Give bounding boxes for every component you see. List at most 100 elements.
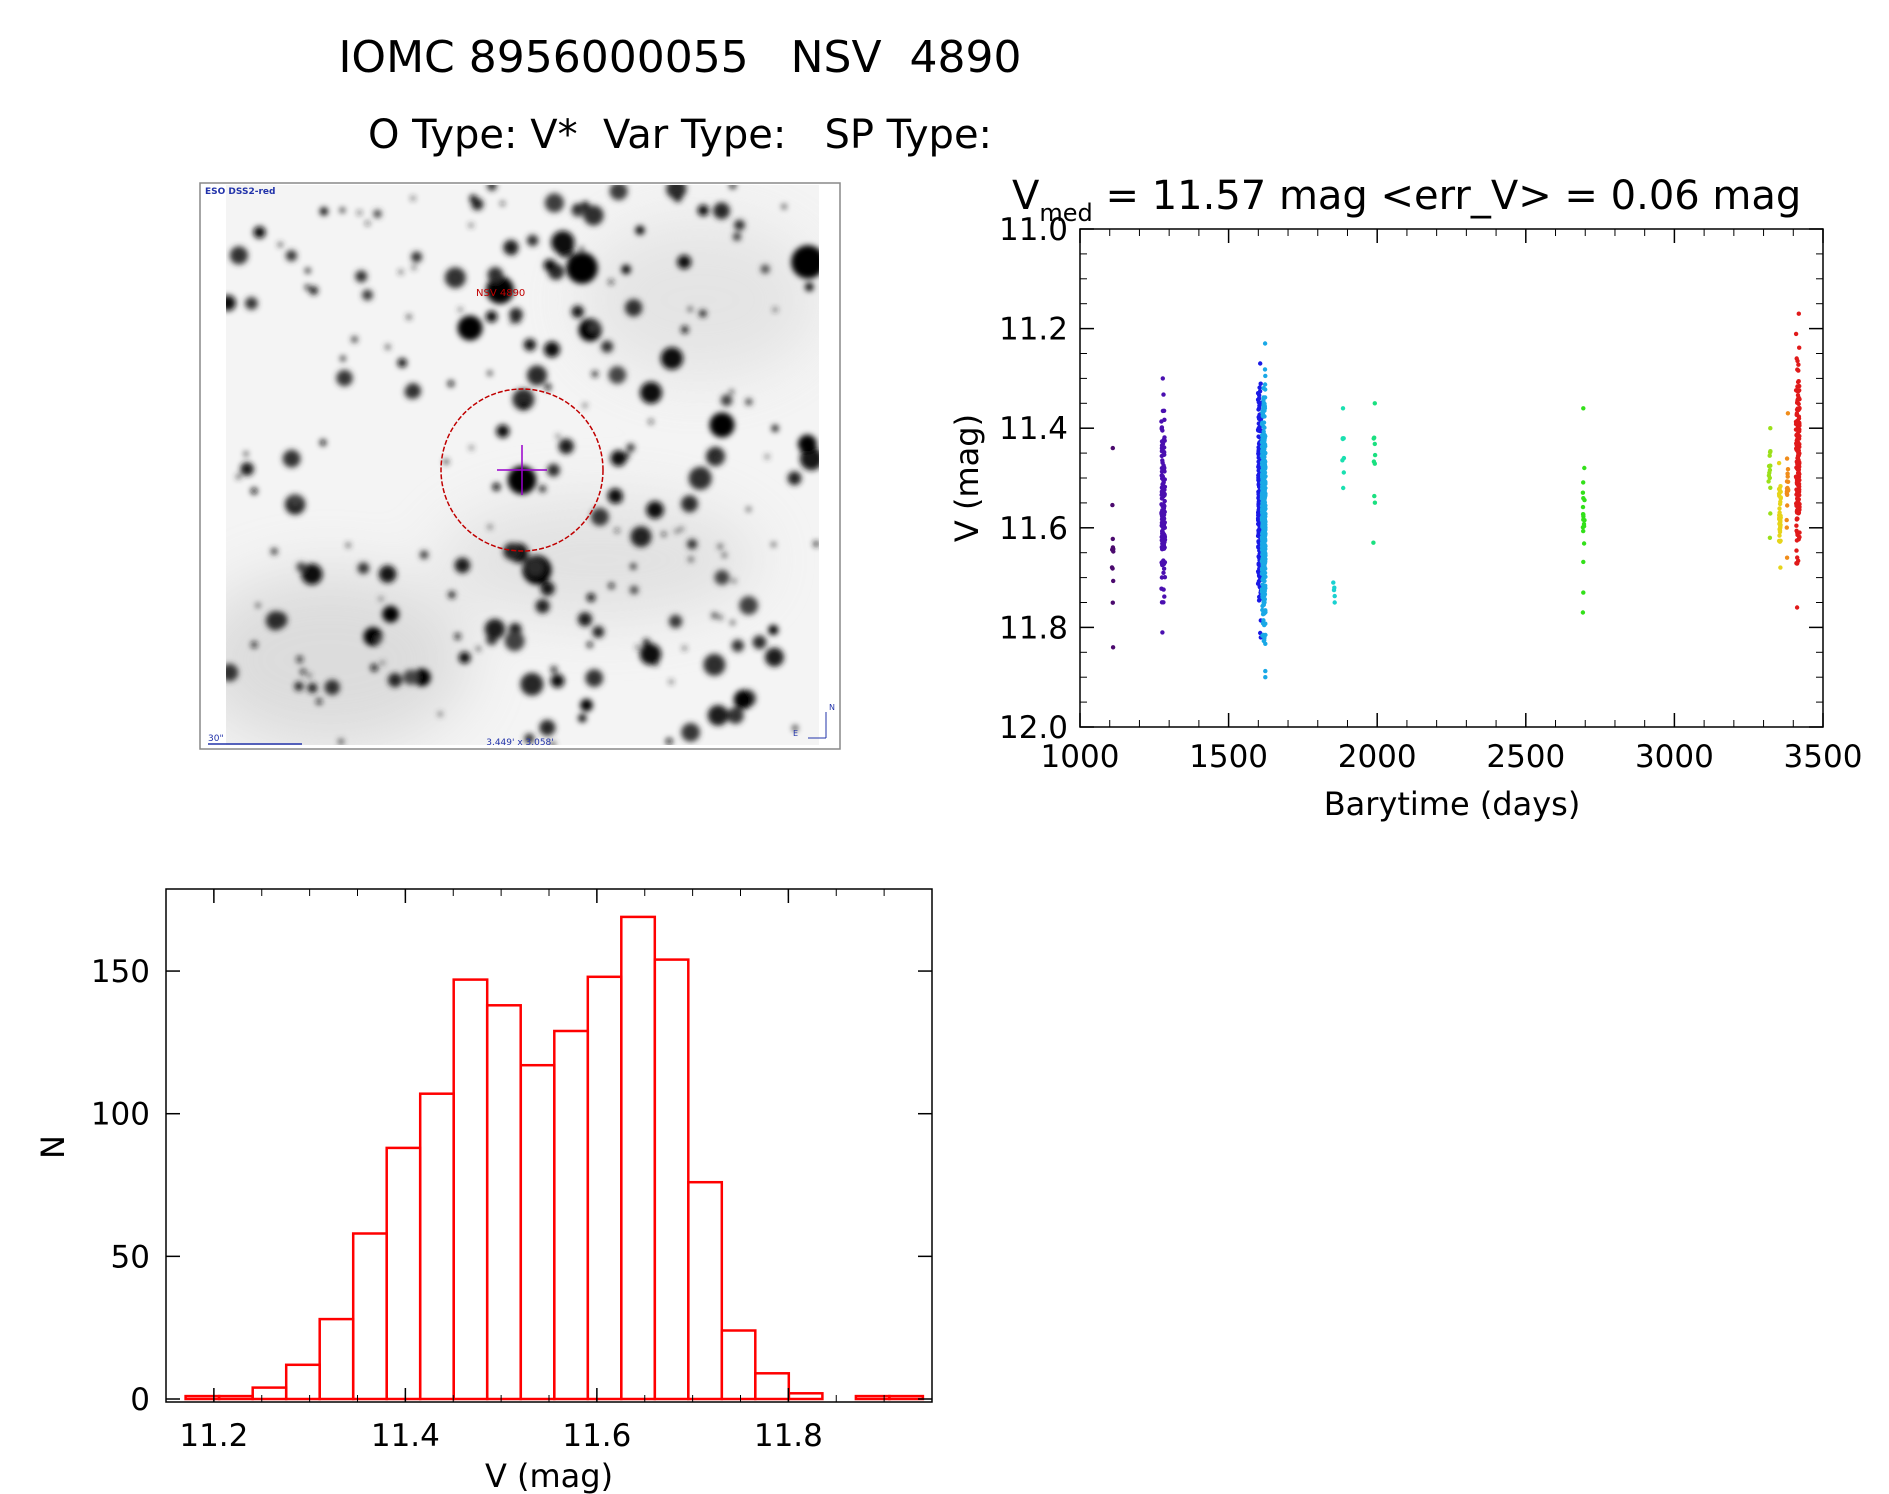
data-point — [1263, 668, 1268, 674]
data-point — [1777, 506, 1782, 511]
data-point — [1260, 531, 1265, 536]
star — [448, 591, 456, 599]
star — [526, 234, 539, 247]
data-point — [1257, 414, 1262, 419]
star — [648, 419, 654, 424]
data-point — [1372, 401, 1378, 406]
star — [681, 325, 689, 334]
data-point — [1581, 590, 1586, 595]
data-point — [1794, 356, 1799, 361]
data-point — [1110, 600, 1116, 605]
data-point — [1331, 580, 1336, 585]
star — [555, 434, 560, 439]
star — [229, 246, 248, 265]
x-tick-label: 11.4 — [371, 1418, 440, 1454]
star — [380, 660, 385, 665]
star — [375, 636, 383, 643]
star — [250, 487, 258, 495]
star — [345, 542, 351, 548]
star — [739, 596, 758, 615]
star — [338, 738, 344, 745]
star — [558, 438, 574, 454]
star — [397, 358, 407, 368]
star — [639, 643, 662, 665]
star — [469, 445, 474, 450]
star — [713, 452, 725, 464]
star — [626, 443, 635, 452]
data-point — [1256, 475, 1261, 480]
data-point — [1332, 600, 1337, 605]
star — [624, 299, 643, 317]
histogram-xlabel: V (mag) — [485, 1457, 613, 1494]
data-point — [1161, 566, 1167, 571]
y-tick-label: 11.8 — [999, 610, 1068, 646]
y-tick-label: 100 — [91, 1097, 150, 1133]
star — [305, 267, 311, 274]
data-point — [1794, 523, 1799, 528]
star — [502, 290, 509, 297]
y-tick-label: 11.4 — [999, 411, 1068, 447]
star — [309, 286, 319, 295]
star — [253, 226, 266, 239]
star — [608, 366, 627, 384]
star — [251, 641, 258, 648]
star — [711, 612, 718, 619]
star — [296, 656, 303, 663]
star — [398, 269, 403, 275]
star — [404, 385, 419, 399]
star — [731, 578, 737, 584]
star — [378, 565, 397, 583]
histogram-bars — [184, 915, 925, 1401]
star — [669, 614, 683, 629]
star — [665, 738, 673, 745]
data-point — [1767, 475, 1773, 481]
data-point — [1581, 517, 1586, 522]
data-point — [1160, 630, 1165, 635]
data-point — [1581, 406, 1586, 411]
star — [277, 242, 283, 248]
star — [707, 705, 729, 726]
data-point — [1794, 412, 1799, 418]
star — [682, 646, 687, 651]
histogram-bar — [485, 1004, 522, 1401]
star — [714, 570, 730, 585]
star — [540, 581, 555, 596]
data-point — [1580, 504, 1586, 510]
star — [652, 660, 659, 666]
y-tick-label: 0 — [130, 1382, 150, 1418]
histogram-ylabel: N — [34, 1135, 72, 1159]
star — [469, 194, 478, 203]
star — [771, 542, 776, 547]
star — [635, 225, 645, 235]
star — [752, 635, 767, 650]
data-point — [1261, 395, 1266, 400]
data-point — [1159, 446, 1165, 451]
star — [355, 270, 368, 283]
data-point — [1256, 459, 1261, 464]
star — [673, 193, 682, 203]
data-point — [1794, 465, 1799, 470]
data-point — [1260, 411, 1266, 416]
data-point — [1767, 453, 1772, 458]
data-point — [1261, 429, 1266, 434]
data-point — [1332, 593, 1337, 599]
star — [592, 626, 605, 638]
data-point — [1160, 525, 1166, 530]
data-point — [1161, 587, 1166, 592]
star — [642, 638, 651, 646]
data-point — [1777, 539, 1783, 544]
data-point — [1372, 500, 1378, 505]
data-point — [1160, 476, 1165, 481]
data-point — [1794, 605, 1800, 610]
data-point — [1261, 618, 1266, 623]
data-point — [1797, 530, 1802, 535]
star-4 — [709, 412, 735, 438]
data-point — [1262, 425, 1267, 430]
histogram-axes: 11.2 11.4 11.6 11.8 0 50 100 150 — [91, 889, 932, 1454]
lightcurve-stats: Vmed = 11.57 mag <err_V> = 0.06 mag — [1012, 173, 1801, 227]
star — [406, 314, 412, 320]
data-point — [1261, 583, 1267, 588]
star — [688, 466, 712, 490]
histogram-bar — [620, 915, 657, 1401]
star — [544, 383, 552, 391]
